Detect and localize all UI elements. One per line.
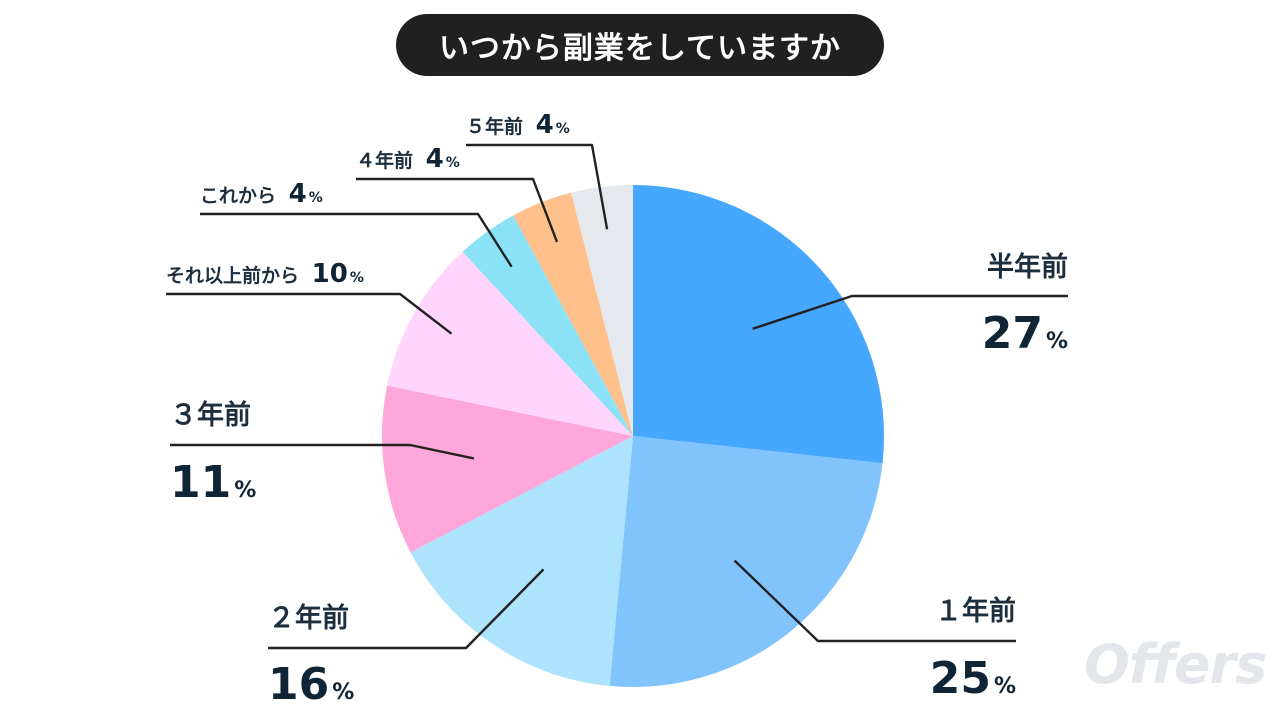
leader-line <box>752 294 1068 330</box>
leader-lines <box>166 143 1068 650</box>
slice-name-label: １年前 <box>935 595 1016 627</box>
pie-slice <box>462 215 633 436</box>
pie-slice <box>571 185 633 436</box>
slice-name-label: ３年前 <box>170 399 251 431</box>
pie-slice <box>609 436 883 688</box>
slice-label: ４年前 4% <box>356 144 460 174</box>
slice-label: ５年前 4% <box>466 110 570 140</box>
slice-value-label: 16% <box>268 659 354 710</box>
pie-slice <box>387 251 633 436</box>
pie-slice <box>381 385 633 553</box>
pie-slice <box>410 436 633 686</box>
slice-value-label: 11% <box>170 457 256 508</box>
slice-label: これから 4% <box>200 179 323 209</box>
slice-labels: 半年前 27 % １年前 25 % ２年前 16 % ３年前 11 % それ以上前から 10 % これから … <box>166 110 1068 710</box>
slice-value-label: 27% <box>982 308 1068 359</box>
chart-title: いつから副業をしていますか <box>396 14 884 76</box>
leader-line <box>466 143 609 230</box>
leader-line <box>733 559 1016 643</box>
pie-slice <box>513 192 633 436</box>
pie-slices <box>381 185 884 688</box>
leader-line <box>356 177 559 243</box>
slice-name-label: ２年前 <box>268 602 349 634</box>
leader-line <box>170 443 475 460</box>
pie-slice <box>633 185 884 464</box>
leader-line <box>166 292 453 335</box>
slice-value-label: 25% <box>930 653 1016 704</box>
slice-label: それ以上前から 10% <box>166 259 364 289</box>
leader-line <box>200 212 513 268</box>
leader-line <box>268 568 545 650</box>
slice-name-label: 半年前 <box>987 251 1068 283</box>
offers-logo: Offers <box>1084 633 1267 696</box>
